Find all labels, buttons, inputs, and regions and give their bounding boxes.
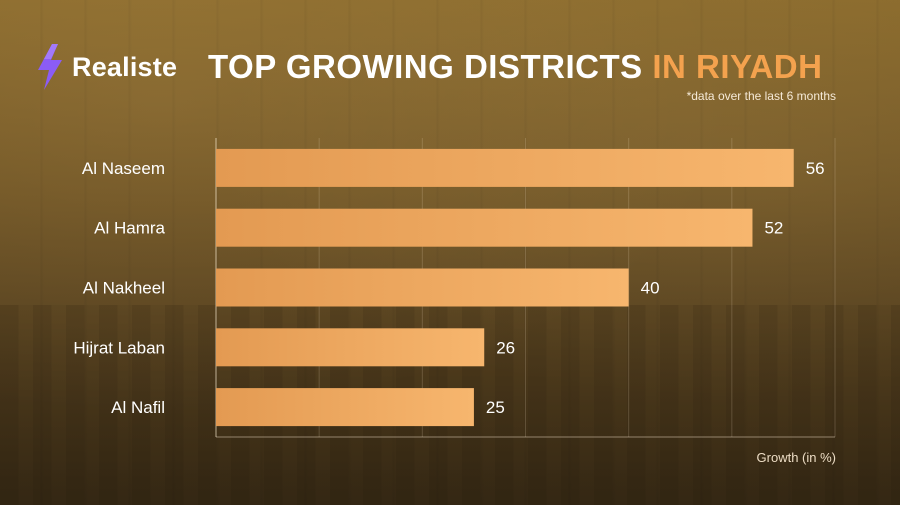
brand-name: Realiste — [72, 51, 178, 82]
category-label: Al Nafil — [111, 398, 165, 417]
bar-al-naseem — [216, 148, 794, 187]
category-label: Al Naseem — [82, 159, 165, 178]
category-label: Al Nakheel — [83, 279, 165, 298]
lightning-bolt-icon — [38, 44, 62, 90]
chart-subtitle: *data over the last 6 months — [686, 89, 836, 103]
title-main: TOP GROWING DISTRICTS — [208, 48, 643, 85]
value-label: 40 — [641, 279, 660, 298]
x-axis-label: Growth (in %) — [756, 450, 836, 465]
brand-logo: Realiste — [36, 44, 177, 90]
value-label: 25 — [486, 398, 505, 417]
chart-title: TOP GROWING DISTRICTS IN RIYADH — [208, 48, 822, 86]
category-label: Hijrat Laban — [73, 338, 165, 357]
category-label: Al Hamra — [94, 219, 165, 238]
bar-al-nafil — [216, 388, 474, 427]
value-label: 52 — [764, 219, 783, 238]
value-label: 56 — [806, 159, 825, 178]
bar-al-hamra — [216, 208, 753, 247]
bar-hijrat-laban — [216, 328, 485, 367]
title-highlight: IN RIYADH — [652, 48, 823, 85]
value-label: 26 — [496, 338, 515, 357]
bar-al-nakheel — [216, 268, 629, 307]
